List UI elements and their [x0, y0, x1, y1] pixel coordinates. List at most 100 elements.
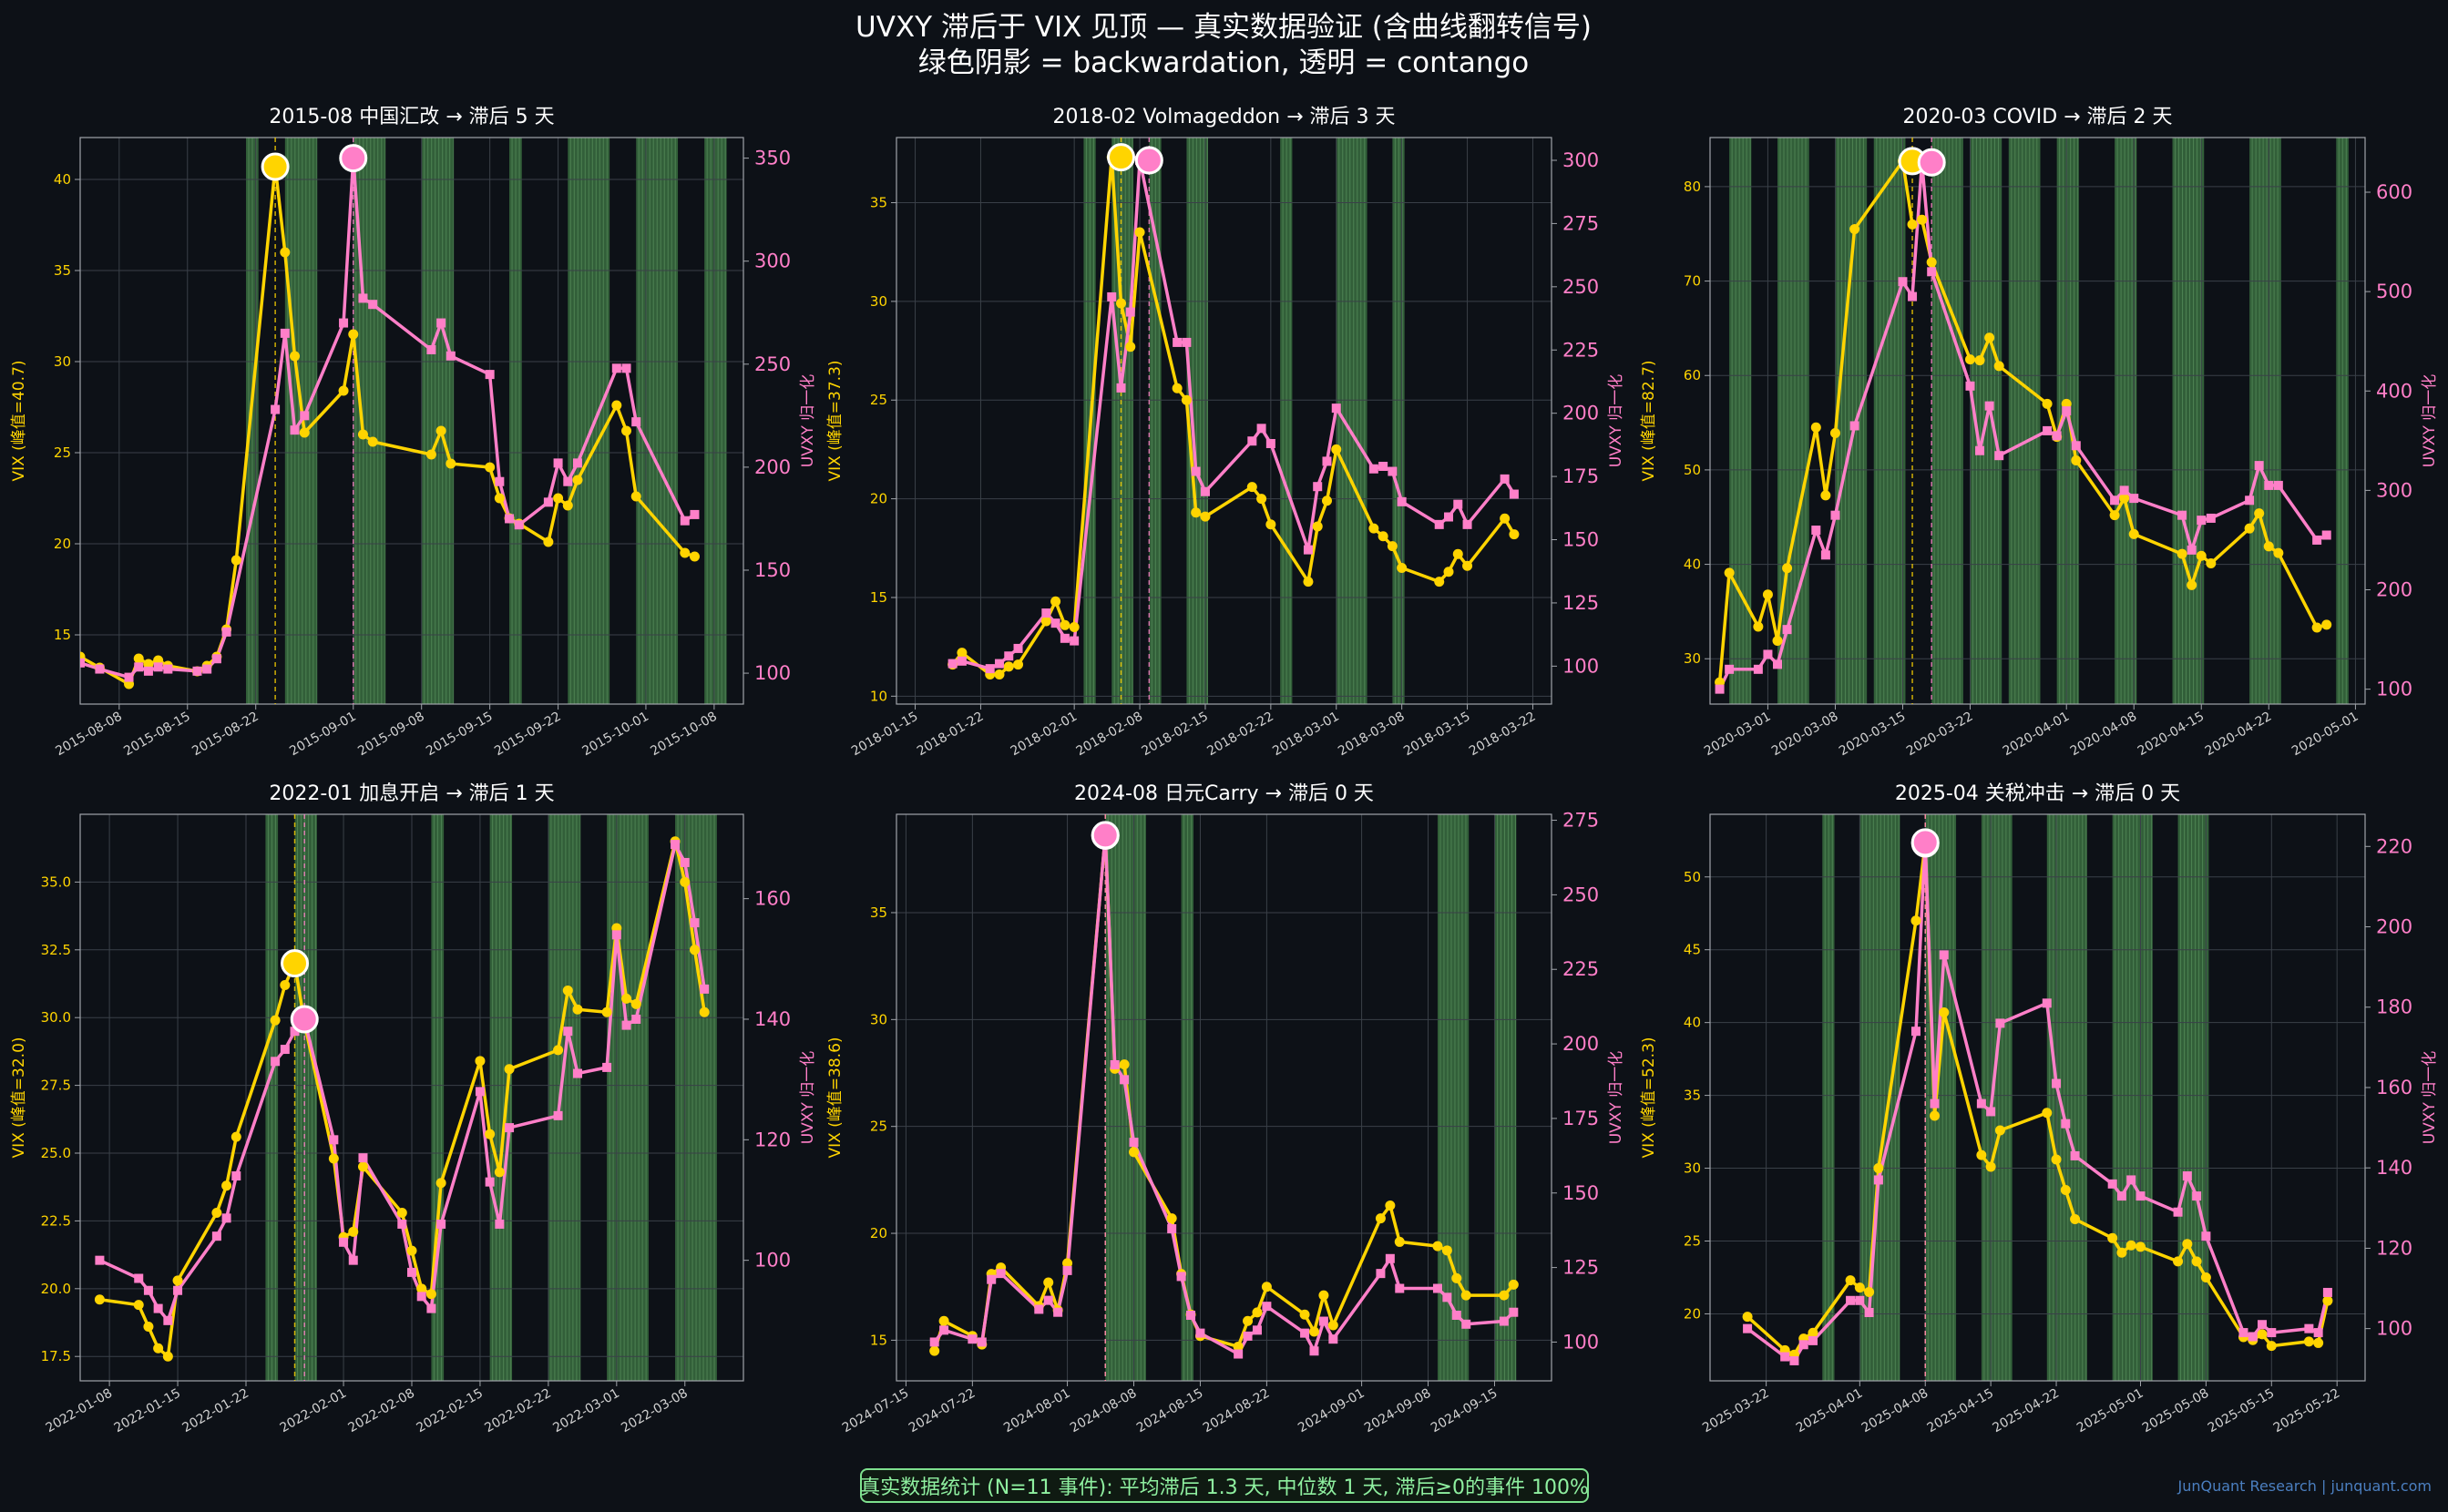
uvxy-axis-label: UVXY 归一化 [799, 1051, 817, 1145]
grid-lines [896, 814, 1552, 1381]
vix-point [621, 425, 632, 436]
plot-frame [1709, 813, 2366, 1382]
uvxy-point [2197, 516, 2207, 526]
vix-point [1331, 444, 1342, 455]
uvxy-point [690, 918, 700, 928]
x-tick-label: 2024-08-01 [1001, 1386, 1072, 1436]
vix-point [1808, 1327, 1818, 1338]
uvxy-point [436, 318, 446, 328]
vix-point [1368, 523, 1379, 534]
vix-point [1432, 1241, 1443, 1251]
uvxy-point [1432, 1283, 1442, 1293]
uvxy-tick-label: 300 [2376, 479, 2412, 501]
vix-point [1873, 1163, 1884, 1174]
uvxy-peak-marker [290, 1005, 319, 1034]
vix-point [153, 1343, 164, 1354]
uvxy-point [329, 1135, 339, 1145]
uvxy-point [1808, 1335, 1818, 1345]
vix-point [1327, 1320, 1338, 1331]
vix-point [2042, 398, 2053, 409]
uvxy-point [1004, 651, 1014, 661]
uvxy-point [416, 1292, 426, 1302]
backwardation-band [2177, 814, 2209, 1381]
vix-point [2042, 1108, 2053, 1119]
uvxy-tick-label: 100 [2376, 1318, 2412, 1340]
backwardation-band [704, 138, 727, 704]
vix-point [435, 1178, 446, 1189]
vix-point [425, 1289, 436, 1300]
uvxy-peak-marker [1091, 821, 1120, 850]
vix-point [1782, 563, 1793, 574]
backwardation-band [1925, 814, 1957, 1381]
uvxy-point [2192, 1191, 2202, 1201]
x-tick-label: 2020-04-22 [2203, 710, 2274, 760]
figure-subtitle: 绿色阴影 = backwardation, 透明 = contango [918, 46, 1529, 79]
backwardation-band [489, 814, 513, 1381]
uvxy-point [2273, 480, 2283, 490]
backwardation-shading [246, 138, 727, 704]
vix-point [1462, 560, 1473, 571]
vix-point [601, 1006, 612, 1017]
vix-point [494, 493, 505, 504]
vix-point [1321, 495, 1332, 506]
vix-point [230, 555, 241, 566]
uvxy-point [505, 514, 515, 524]
uvxy-point [543, 497, 553, 507]
uvxy-tick-label: 350 [754, 148, 791, 169]
uvxy-point [1976, 1098, 1986, 1108]
x-tick-label: 2020-04-08 [2068, 710, 2139, 760]
chart-panel-1: 15 20 25 30 35 40 100 150 200 250 300 350 2015-08-08… [10, 106, 817, 759]
vix-point [1974, 355, 1985, 366]
uvxy-point [2187, 545, 2197, 555]
uvxy-point [1322, 456, 1332, 466]
uvxy-point [407, 1267, 416, 1277]
x-tick-label: 2020-04-15 [2136, 710, 2207, 760]
vix-point [1394, 1236, 1405, 1247]
vix-axis-label: VIX (峰值=52.3) [1640, 1037, 1658, 1158]
uvxy-peak-marker [1917, 148, 1946, 177]
uvxy-point [2254, 461, 2264, 471]
uvxy-tick-label: 275 [1562, 212, 1599, 234]
uvxy-point [134, 662, 144, 672]
uvxy-point [1453, 499, 1463, 509]
vix-point [1233, 1341, 1244, 1352]
vix-point [1762, 589, 1773, 600]
vix-axis-label: VIX (峰值=38.6) [826, 1037, 845, 1158]
uvxy-point [1939, 950, 1949, 960]
uvxy-point [1060, 633, 1070, 643]
vix-point [1385, 1200, 1396, 1211]
uvxy-point [1995, 1018, 2005, 1028]
vix-tick-label: 30.0 [41, 1009, 71, 1026]
uvxy-point [80, 658, 85, 668]
uvxy-axis-label: UVXY 归一化 [2421, 374, 2439, 468]
uvxy-point [2042, 998, 2052, 1008]
backwardation-band [548, 814, 580, 1381]
uvxy-point [2052, 431, 2062, 441]
uvxy-point [2110, 495, 2120, 506]
uvxy-tick-label: 200 [2376, 916, 2412, 938]
uvxy-point [1053, 1307, 1063, 1317]
uvxy-point [163, 1315, 173, 1325]
uvxy-point [1303, 545, 1313, 555]
vix-point [348, 1226, 359, 1237]
uvxy-tick-label: 100 [2376, 679, 2412, 700]
x-tick-label: 2018-01-15 [849, 710, 920, 760]
vix-point [1441, 1245, 1452, 1256]
uvxy-point [95, 664, 105, 674]
uvxy-tick-label: 100 [1562, 655, 1599, 677]
plot-frame [1709, 137, 2366, 705]
vix-point [1984, 332, 1995, 343]
uvxy-point [1725, 664, 1735, 674]
vix-point [1500, 513, 1511, 524]
x-tick-label: 2025-04-22 [1991, 1386, 2062, 1436]
uvxy-point [1715, 684, 1725, 694]
backwardation-band [1777, 138, 1809, 704]
vix-point [1742, 1312, 1753, 1323]
vix-point [2107, 1232, 2118, 1243]
uvxy-peak-marker [339, 144, 368, 173]
uvxy-point [1873, 1175, 1883, 1185]
uvxy-point [1167, 1224, 1177, 1234]
uvxy-point [143, 1285, 153, 1295]
vix-tick-label: 20 [870, 1225, 887, 1241]
uvxy-axis-label: UVXY 归一化 [1607, 374, 1625, 468]
